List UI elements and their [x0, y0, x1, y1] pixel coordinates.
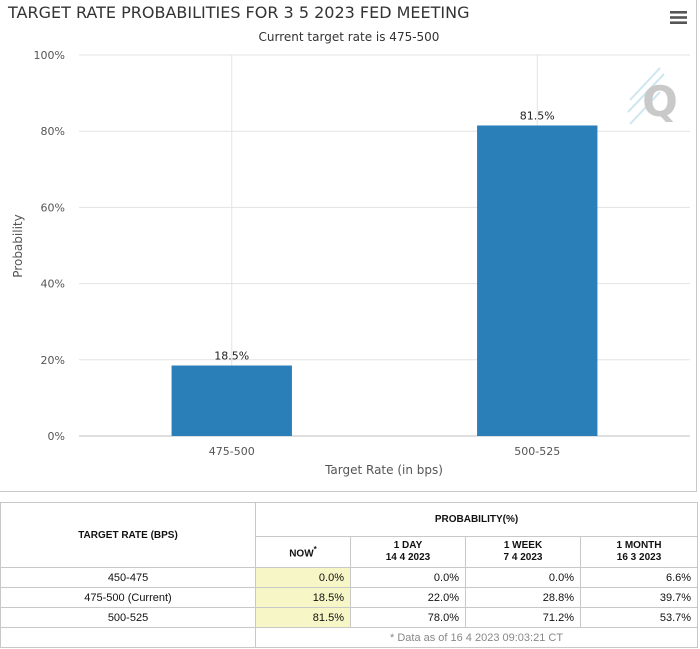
watermark-logo: Q	[627, 67, 678, 126]
value-cell: 28.8%	[465, 587, 581, 608]
rate-cell: 500-525	[0, 607, 256, 628]
value-cell: 53.7%	[579, 607, 699, 628]
now-cell: 18.5%	[255, 587, 351, 608]
watermark-letter: Q	[642, 77, 678, 126]
table-spacer	[0, 627, 256, 648]
menu-button[interactable]	[664, 6, 692, 30]
chart-subtitle: Current target rate is 475-500	[259, 30, 440, 44]
probability-header: PROBABILITY(%)	[254, 502, 699, 537]
chart-container: TARGET RATE PROBABILITIES FOR 3 5 2023 F…	[0, 0, 697, 492]
bar-data-label: 18.5%	[214, 350, 249, 363]
hamburger-icon[interactable]	[670, 11, 687, 14]
table-row: 500-525 81.5% 78.0% 71.2% 53.7%	[0, 607, 699, 628]
y-tick-label: 0%	[48, 430, 65, 443]
col-header-1week: 1 WEEK 7 4 2023	[465, 536, 581, 568]
y-tick-label: 40%	[41, 278, 65, 291]
value-cell: 6.6%	[579, 567, 699, 588]
bar-475-500[interactable]	[171, 365, 292, 436]
now-cell: 81.5%	[255, 607, 351, 628]
table-row: 475-500 (Current) 18.5% 22.0% 28.8% 39.7…	[0, 587, 699, 608]
value-cell: 0.0%	[465, 567, 581, 588]
x-axis-title: Target Rate (in bps)	[324, 463, 443, 477]
y-axis-title: Probability	[11, 214, 25, 277]
col-header-1month: 1 MONTH 16 3 2023	[579, 536, 699, 568]
x-tick-label: 500-525	[514, 445, 560, 458]
value-cell: 78.0%	[350, 607, 466, 628]
probability-table: TARGET RATE (BPS) PROBABILITY(%) NOW* 1 …	[0, 502, 699, 648]
bar-500-525[interactable]	[477, 125, 598, 437]
bar-data-label: 81.5%	[520, 109, 555, 122]
bar-chart: TARGET RATE PROBABILITIES FOR 3 5 2023 F…	[7, 3, 692, 477]
data-timestamp: * Data as of 16 4 2023 09:03:21 CT	[254, 627, 699, 648]
col-header-1day: 1 DAY 14 4 2023	[350, 536, 466, 568]
rate-cell: 450-475	[0, 567, 256, 588]
col-header-now: NOW*	[255, 536, 351, 568]
value-cell: 22.0%	[350, 587, 466, 608]
value-cell: 0.0%	[350, 567, 466, 588]
rate-cell: 475-500 (Current)	[0, 587, 256, 608]
rate-header: TARGET RATE (BPS)	[0, 502, 256, 568]
y-tick-label: 100%	[34, 49, 65, 62]
y-tick-label: 80%	[41, 125, 65, 138]
value-cell: 39.7%	[579, 587, 699, 608]
now-cell: 0.0%	[255, 567, 351, 588]
y-tick-label: 20%	[41, 354, 65, 367]
table-row: 450-475 0.0% 0.0% 0.0% 6.6%	[0, 567, 699, 588]
x-tick-label: 475-500	[209, 445, 255, 458]
chart-title: TARGET RATE PROBABILITIES FOR 3 5 2023 F…	[7, 3, 470, 22]
value-cell: 71.2%	[465, 607, 581, 628]
y-tick-label: 60%	[41, 201, 65, 214]
